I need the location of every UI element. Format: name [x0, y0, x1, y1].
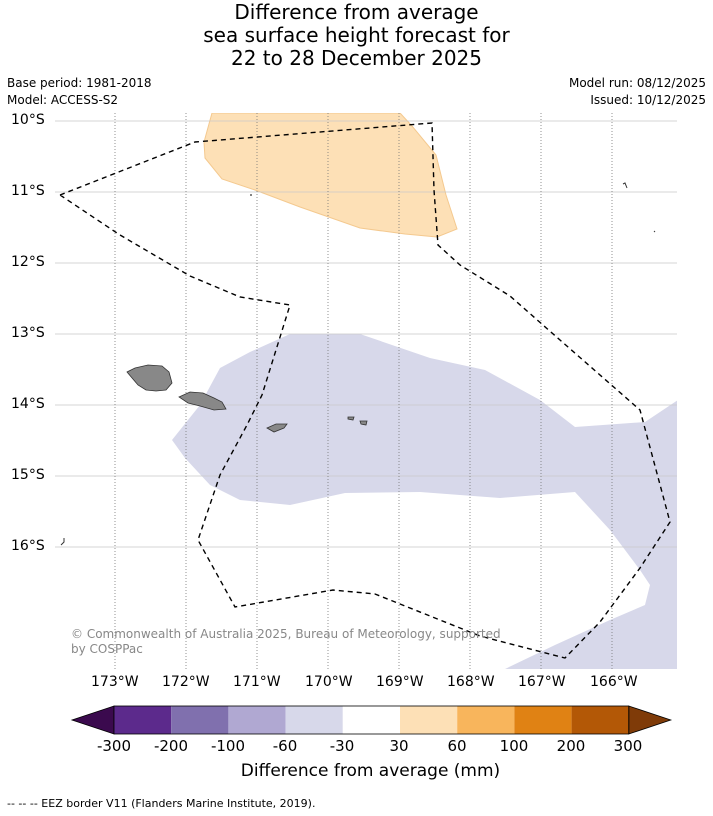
lon-label-169w: 169°W — [376, 674, 424, 690]
lon-label-172w: 172°W — [162, 674, 210, 690]
map-plot-area — [55, 113, 677, 669]
graticule — [55, 120, 677, 548]
eez-legend: -- -- -- EEZ border V11 (Flanders Marine… — [7, 797, 316, 810]
lat-label-14s: 14°S — [11, 396, 45, 412]
lat-label-12s: 12°S — [11, 254, 45, 270]
lon-label-173w: 173°W — [91, 674, 139, 690]
meta-left: Base period: 1981-2018 Model: ACCESS-S2 — [7, 75, 152, 109]
eez-border-samoa-tokelau — [58, 122, 671, 659]
tokelau-atoll — [622, 182, 628, 189]
upolu-island — [178, 391, 227, 411]
colorbar-extend-low — [70, 705, 115, 735]
lat-label-11s: 11°S — [11, 183, 45, 199]
lon-label-170w: 170°W — [305, 674, 353, 690]
colorbar-segment — [285, 706, 343, 734]
positive-anomaly-region — [203, 113, 458, 238]
negative-anomaly-region — [172, 334, 677, 669]
title-line-3: 22 to 28 December 2025 — [230, 46, 482, 70]
lon-label-168w: 168°W — [447, 674, 495, 690]
lat-label-16s: 16°S — [11, 538, 45, 554]
title-line-1: Difference from average — [234, 0, 479, 24]
lat-label-15s: 15°S — [11, 467, 45, 483]
cb-tick-label: -60 — [272, 737, 298, 755]
model-name: Model: ACCESS-S2 — [7, 93, 119, 107]
colorbar-extend-high — [628, 705, 673, 735]
cb-tick-label: -100 — [210, 737, 246, 755]
wallis-atoll — [60, 538, 65, 546]
meta-right: Model run: 08/12/2025 Issued: 10/12/2025 — [569, 75, 706, 109]
title-line-2: sea surface height forecast for — [203, 23, 510, 47]
colorbar-segment — [571, 706, 629, 734]
lon-label-171w: 171°W — [233, 674, 281, 690]
lon-label-166w: 166°W — [590, 674, 638, 690]
cb-tick-label: -200 — [153, 737, 189, 755]
ofu-island — [347, 416, 355, 421]
lat-label-13s: 13°S — [11, 325, 45, 341]
cb-tick-label: 200 — [556, 737, 586, 755]
colorbar-segment — [342, 706, 400, 734]
colorbar-segment — [114, 706, 172, 734]
model-run: Model run: 08/12/2025 — [568, 76, 706, 90]
tutuila-island — [266, 423, 288, 433]
colorbar-segment — [400, 706, 458, 734]
colorbar-segment — [514, 706, 572, 734]
lat-label-10s: 10°S — [11, 112, 45, 128]
savaii-island — [126, 364, 173, 392]
copyright-line-2: by COSPPac — [71, 642, 143, 656]
colorbar-outline — [113, 705, 630, 735]
cb-tick-label: 30 — [389, 737, 409, 755]
lon-label-167w: 167°W — [518, 674, 566, 690]
colorbar-title: Difference from average (mm) — [240, 761, 501, 781]
map-title: Difference from average sea surface heig… — [0, 1, 713, 70]
cb-tick-label: -300 — [96, 737, 132, 755]
base-period: Base period: 1981-2018 — [7, 76, 152, 90]
cb-tick-label: -30 — [329, 737, 355, 755]
colorbar — [70, 705, 673, 735]
colorbar-segment — [171, 706, 229, 734]
cb-tick-label: 100 — [499, 737, 529, 755]
colorbar-segment — [228, 706, 286, 734]
copyright-line-1: © Commonwealth of Australia 2025, Bureau… — [71, 627, 501, 641]
issued-date: Issued: 10/12/2025 — [590, 93, 706, 107]
small-atoll-east — [653, 230, 656, 233]
cb-tick-label: 60 — [447, 737, 467, 755]
colorbar-segment — [457, 706, 515, 734]
tau-island — [359, 420, 368, 426]
cb-tick-label: 300 — [613, 737, 643, 755]
copyright-notice: © Commonwealth of Australia 2025, Bureau… — [71, 627, 501, 657]
